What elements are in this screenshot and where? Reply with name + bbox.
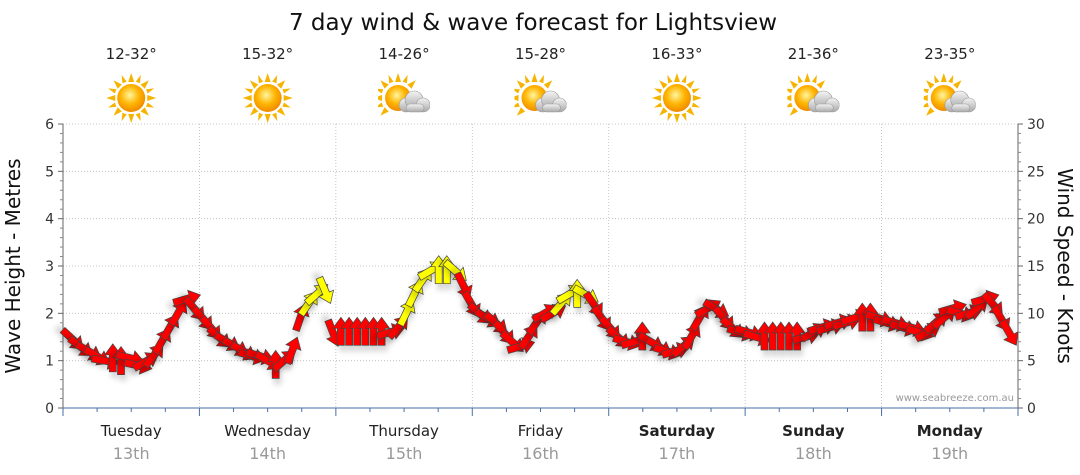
right-tick-label: 30 — [1027, 117, 1045, 133]
right-tick-label: 0 — [1027, 401, 1036, 417]
right-tick-label: 20 — [1027, 212, 1045, 228]
sun-icon — [651, 73, 702, 123]
day-name-label: Saturday — [639, 422, 716, 440]
partly-cloudy-icon — [514, 72, 567, 116]
left-axis-ticks: 0 1 2 3 4 5 6 — [45, 117, 1019, 417]
left-tick-label: 6 — [45, 117, 54, 133]
day-name-label: Thursday — [368, 422, 439, 440]
partly-cloudy-icon — [787, 72, 840, 116]
right-tick-label: 5 — [1027, 354, 1036, 370]
chart-title: 7 day wind & wave forecast for Lightsvie… — [289, 10, 777, 36]
day-name-label: Monday — [917, 422, 983, 440]
day-date-label: 18th — [795, 444, 832, 463]
right-axis-ticks: 0 5 10 15 20 25 30 — [1018, 117, 1045, 417]
left-tick-label: 4 — [45, 212, 54, 228]
temperature-label: 15-28° — [515, 45, 566, 63]
weather-icon-row — [106, 72, 976, 123]
day-date-label: 19th — [931, 444, 968, 463]
day-date-label: 14th — [249, 444, 286, 463]
wind-arrow — [168, 299, 188, 327]
grid-lines — [63, 123, 1018, 408]
partly-cloudy-icon — [923, 72, 976, 116]
day-name-label: Friday — [518, 422, 564, 440]
right-tick-label: 15 — [1027, 259, 1045, 275]
day-labels: Tuesday 13th Wednesday 14th Thursday 15th Frid… — [100, 422, 983, 463]
day-date-label: 15th — [386, 444, 423, 463]
day-date-label: 16th — [522, 444, 559, 463]
right-tick-label: 10 — [1027, 306, 1045, 322]
partly-cloudy-icon — [378, 72, 431, 116]
left-tick-label: 0 — [45, 401, 54, 417]
sun-icon — [106, 73, 157, 123]
temperature-row: 12-32° 15-32° 14-26° 15-28° 16-33° 21-36° 23-3… — [106, 45, 976, 63]
wind-arrow — [283, 336, 302, 366]
temperature-label: 16-33° — [651, 45, 702, 63]
right-tick-label: 25 — [1027, 164, 1045, 180]
left-tick-label: 1 — [45, 354, 54, 370]
left-tick-label: 2 — [45, 306, 54, 322]
sun-icon — [242, 73, 293, 123]
day-date-label: 13th — [113, 444, 150, 463]
left-tick-label: 3 — [45, 259, 54, 275]
credit-text: www.seabreeze.com.au — [896, 393, 1014, 404]
left-axis-title: Wave Height - Metres — [1, 158, 25, 373]
wind-arrows-series — [59, 255, 1019, 379]
temperature-label: 21-36° — [788, 45, 839, 63]
day-date-label: 17th — [659, 444, 696, 463]
temperature-label: 23-35° — [924, 45, 975, 63]
day-name-label: Tuesday — [100, 422, 162, 440]
temperature-label: 14-26° — [379, 45, 430, 63]
right-axis-title: Wind Speed - Knots — [1053, 168, 1077, 364]
left-tick-label: 5 — [45, 164, 54, 180]
day-name-label: Sunday — [782, 422, 845, 440]
wind-arrow — [315, 275, 335, 305]
day-name-label: Wednesday — [224, 422, 311, 440]
wind-arrow — [998, 318, 1019, 346]
temperature-label: 15-32° — [242, 45, 293, 63]
temperature-label: 12-32° — [106, 45, 157, 63]
